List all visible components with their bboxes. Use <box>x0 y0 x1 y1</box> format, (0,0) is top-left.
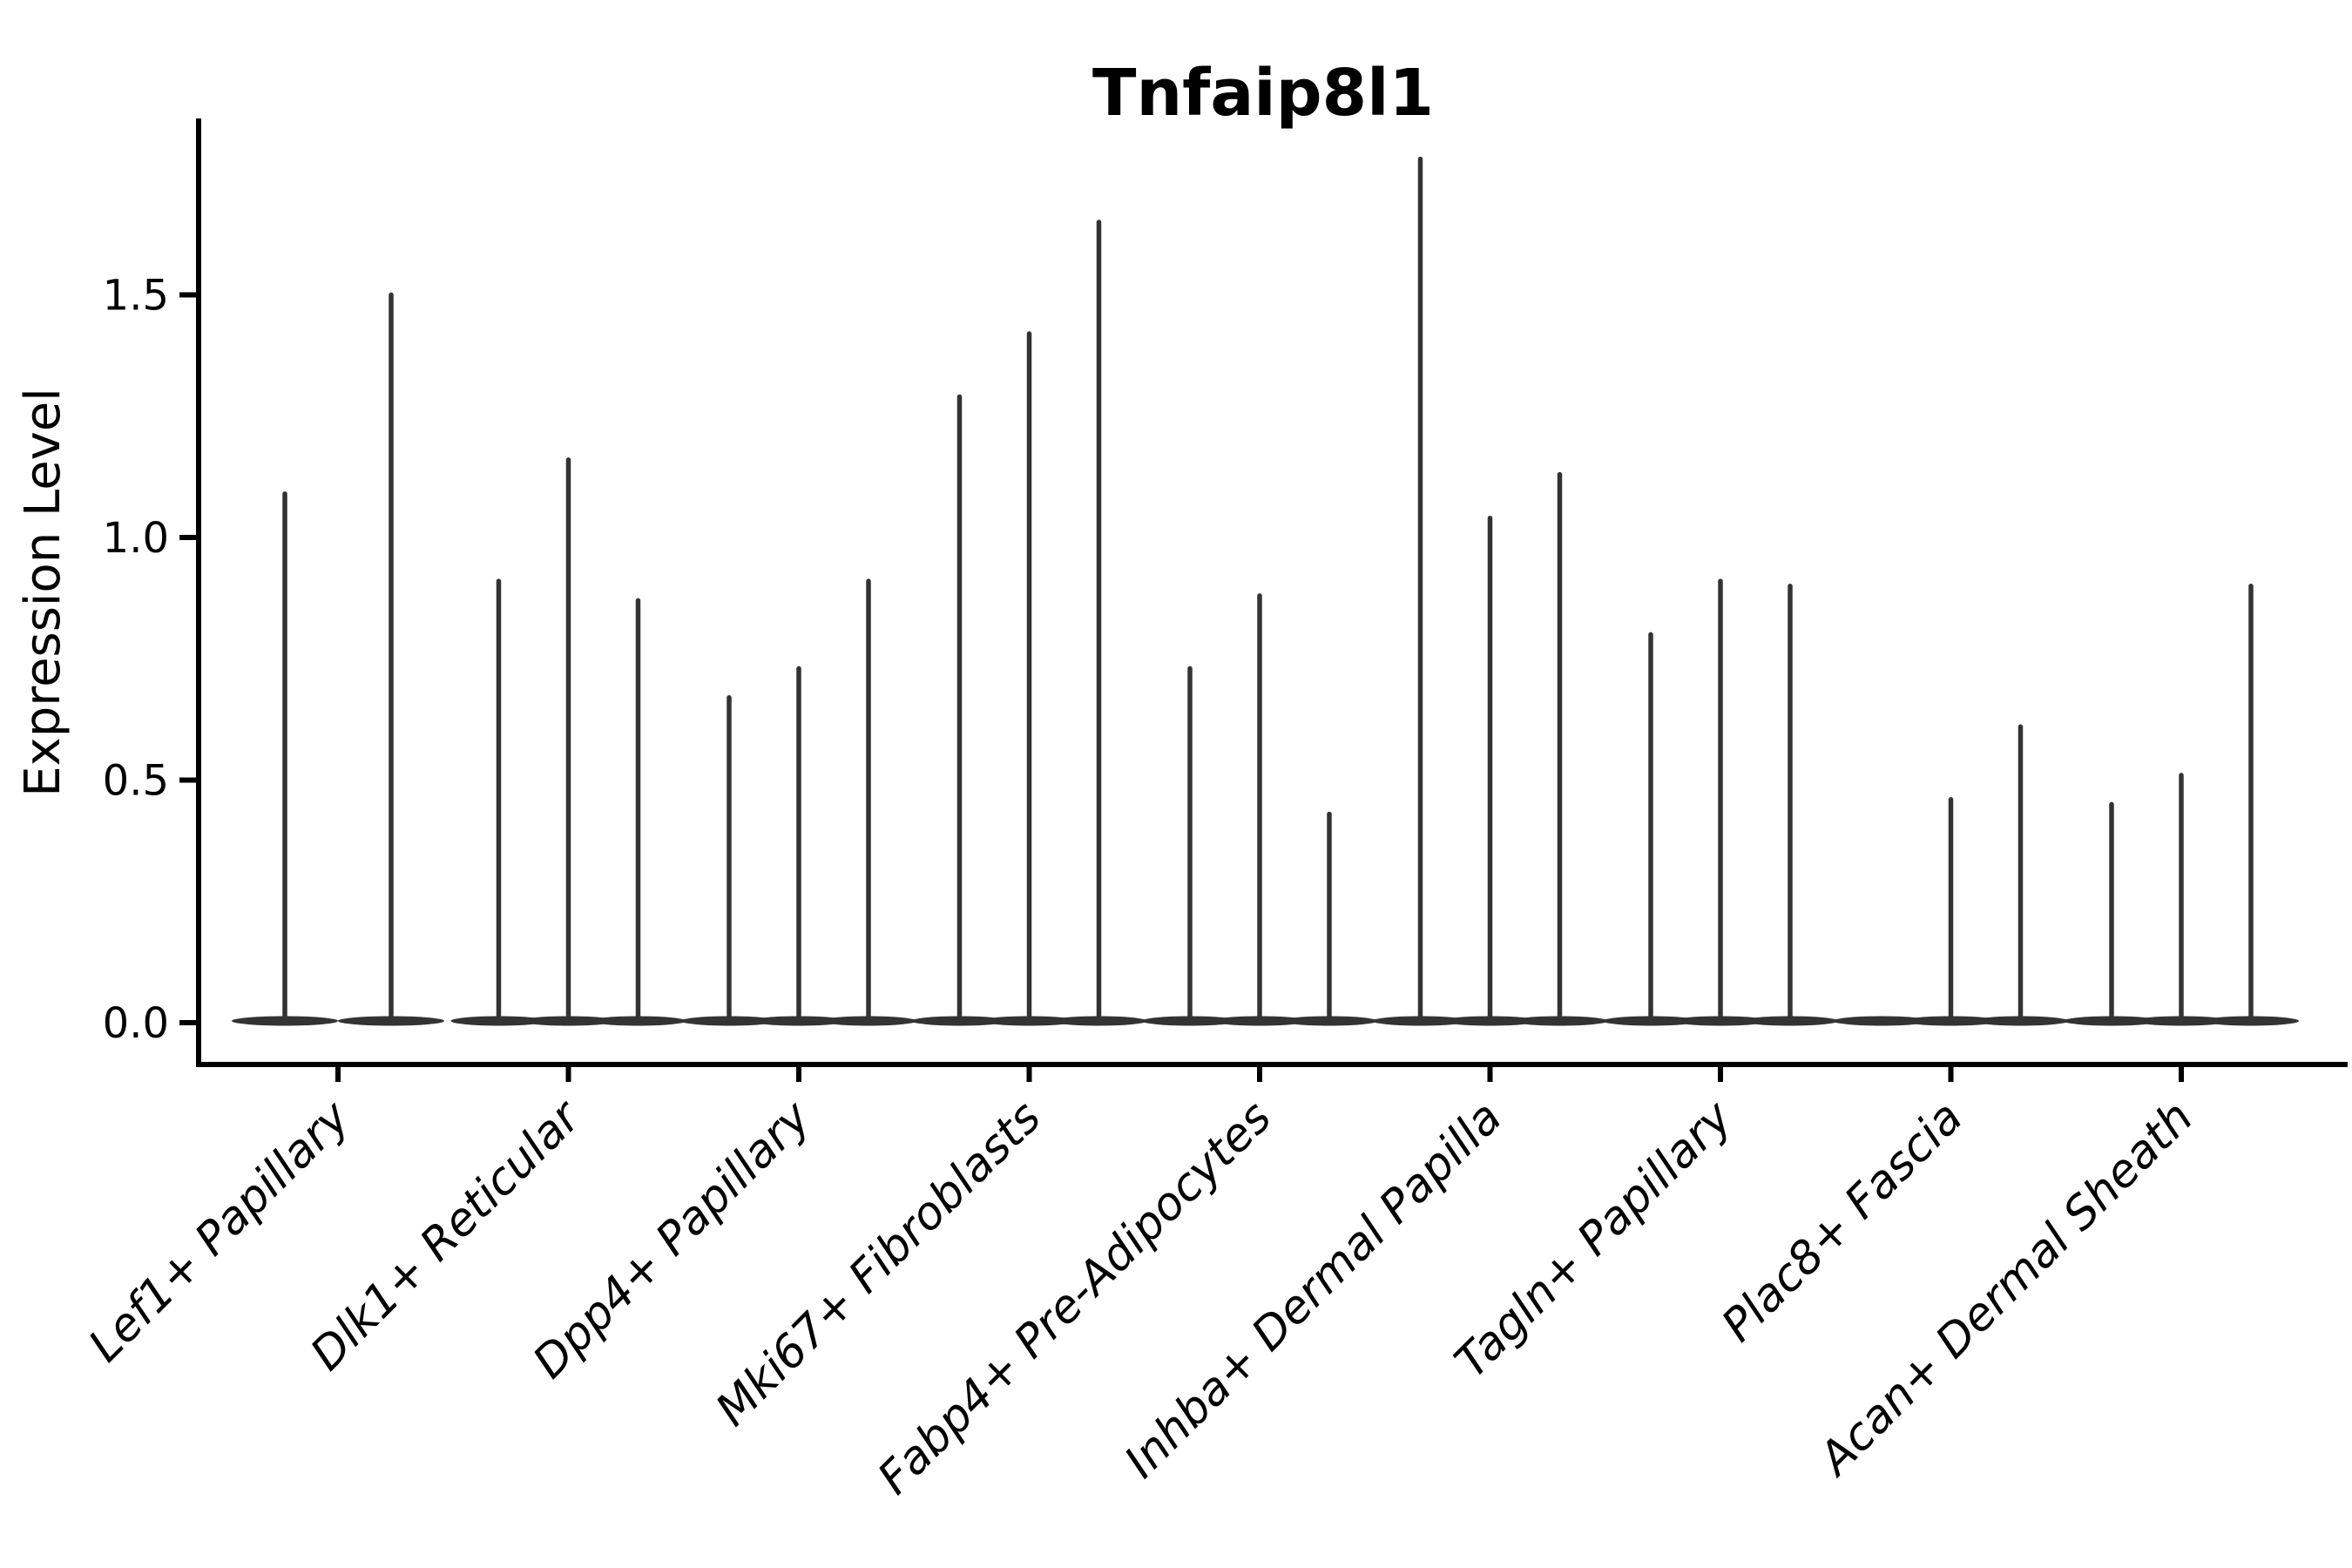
y-tick-label: 1.5 <box>103 272 169 321</box>
x-tick-label: Plac8+ Fascia <box>1712 1092 1972 1352</box>
violin-group <box>1833 724 2069 1026</box>
y-axis-label: Expression Level <box>15 388 71 797</box>
y-tick-label: 0.0 <box>103 999 169 1048</box>
violin-group <box>232 292 444 1026</box>
violin-group <box>1603 578 1838 1026</box>
y-tick-label: 1.0 <box>103 514 169 563</box>
violin-group <box>911 220 1147 1026</box>
x-tick-label: Fabp4+ Pre-Adipocytes <box>868 1092 1282 1505</box>
violin-group <box>1372 156 1608 1026</box>
x-tick-label: Acan+ Dermal Sheath <box>1808 1092 2203 1487</box>
violin-group <box>1142 593 1377 1026</box>
chart-title: Tnfaip8l1 <box>1092 56 1434 131</box>
y-axis-ticks-layer: 0.0 0.5 1.0 1.5 <box>103 272 199 1048</box>
violins-layer <box>232 156 2299 1026</box>
y-tick-label: 0.5 <box>103 757 169 806</box>
violin-group <box>450 457 686 1026</box>
violin-group <box>681 578 916 1026</box>
violin-group <box>2064 583 2299 1026</box>
x-tick-label: Inhba+ Dermal Papilla <box>1115 1092 1512 1489</box>
violin-base <box>1833 1016 1930 1026</box>
